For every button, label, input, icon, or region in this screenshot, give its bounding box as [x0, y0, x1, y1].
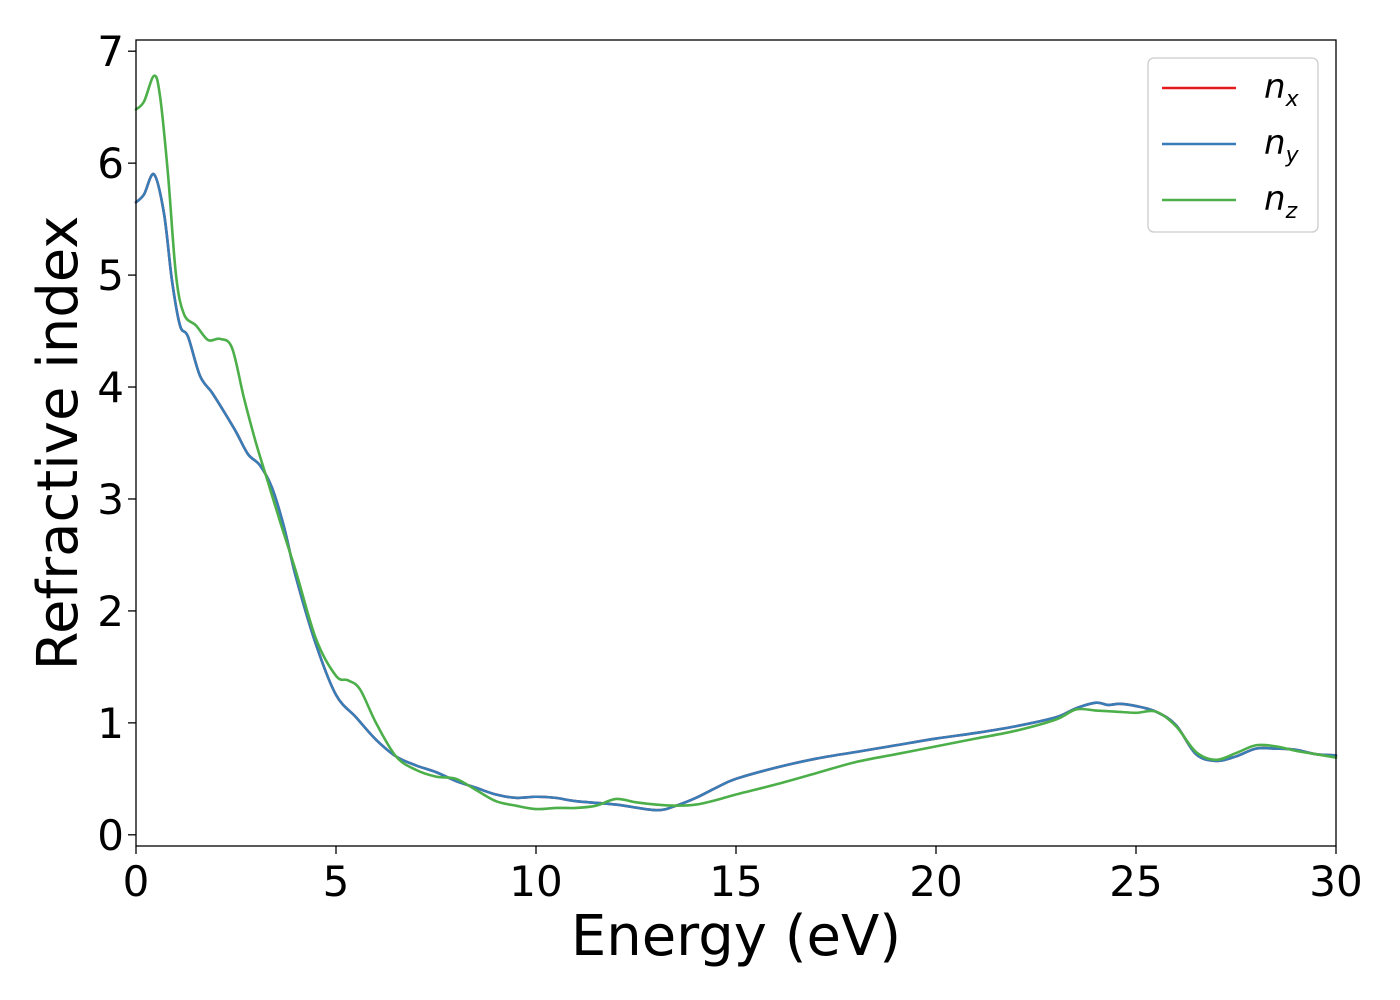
x-axis-label: Energy (eV): [571, 904, 901, 969]
y-tick-label: 7: [97, 27, 124, 76]
series-layer: [134, 74, 1338, 812]
legend-label-z: nz: [1264, 179, 1298, 224]
x-tick-label: 5: [323, 857, 350, 906]
y-tick-label: 4: [97, 363, 124, 412]
y-tick-label: 1: [97, 699, 124, 748]
x-tick-label: 25: [1109, 857, 1162, 906]
y-tick-label: 3: [97, 475, 124, 524]
legend-label-x: nx: [1264, 67, 1300, 112]
legend: nx ny nz: [1147, 57, 1319, 233]
x-tick-label: 0: [123, 857, 150, 906]
legend-label-y: ny: [1264, 123, 1300, 168]
y-tick-label: 0: [97, 811, 124, 860]
x-tick-label: 10: [509, 857, 562, 906]
x-tick-label: 30: [1309, 857, 1362, 906]
y-tick-label: 6: [97, 139, 124, 188]
series-line-z: [134, 74, 1338, 811]
y-axis-label: Refractive index: [26, 216, 91, 671]
x-tick-label: 20: [909, 857, 962, 906]
x-tick-label: 15: [709, 857, 762, 906]
y-tick-label: 5: [97, 251, 124, 300]
y-axis-ticks: 0 1 2 3 4 5 6 7: [97, 27, 136, 860]
x-axis-ticks: 0 5 10 15 20 25 30: [123, 846, 1363, 906]
series-line-y: [134, 172, 1338, 812]
y-tick-label: 2: [97, 587, 124, 636]
